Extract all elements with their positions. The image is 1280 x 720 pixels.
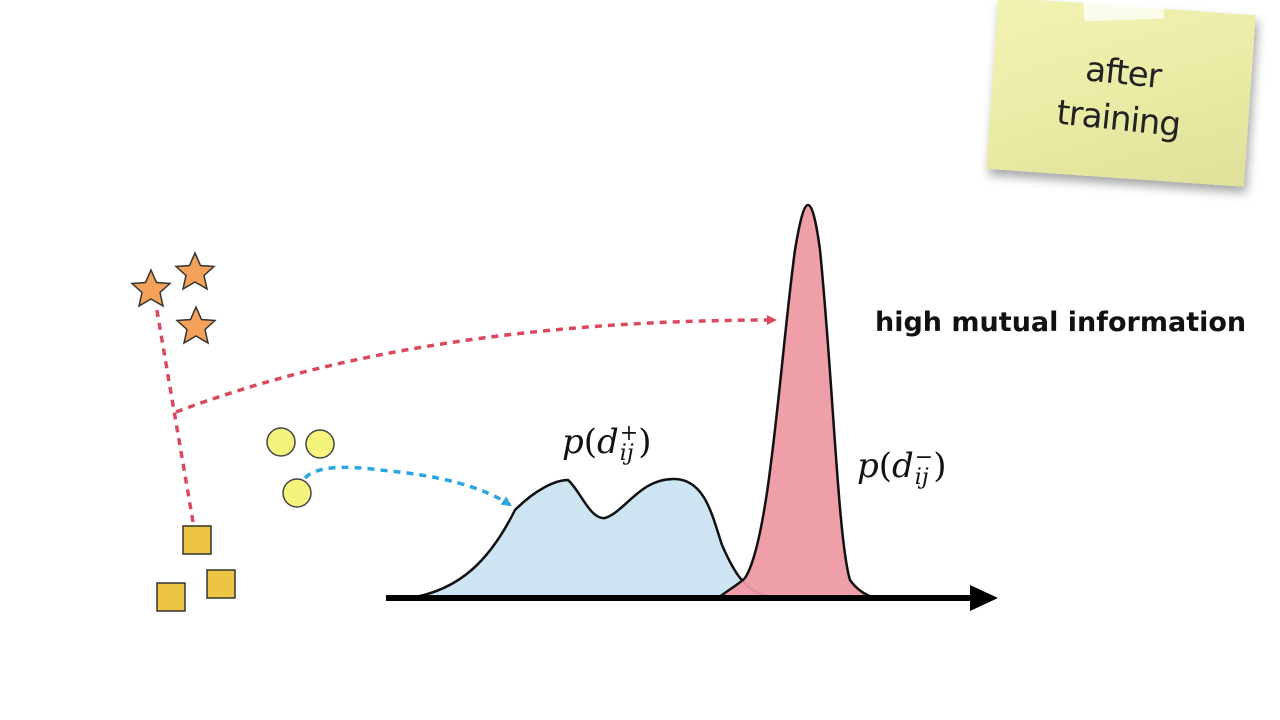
- positive-sub-sup: + ij: [619, 421, 639, 466]
- positive-sup: +: [619, 421, 639, 446]
- star-cluster: [130, 251, 217, 345]
- square-icon: [156, 582, 186, 612]
- negative-sub-sup: − ij: [914, 445, 934, 490]
- negative-var: d: [892, 446, 914, 486]
- positive-close-paren: ): [638, 422, 652, 462]
- star-icon: [130, 268, 172, 308]
- negative-pair-link: [154, 304, 195, 523]
- positive-distribution-curve: [409, 477, 771, 600]
- circle-icon: [266, 427, 296, 457]
- negative-func: p: [857, 446, 879, 486]
- circle-icon: [282, 478, 312, 508]
- square-cluster: [156, 525, 236, 612]
- circle-cluster: [266, 427, 335, 508]
- positive-arrow: [303, 465, 512, 507]
- negative-distribution-label: p(d − ij): [857, 445, 947, 490]
- star-icon: [174, 251, 216, 291]
- positive-open-paren: (: [583, 422, 598, 462]
- negative-sup: −: [914, 445, 934, 470]
- positive-func: p: [562, 422, 584, 462]
- negative-arrow: [175, 315, 777, 414]
- negative-close-paren: ): [933, 446, 947, 486]
- sticky-note-text: after training: [1011, 39, 1229, 152]
- positive-sub: ij: [619, 441, 634, 466]
- circle-icon: [305, 429, 335, 459]
- tape: [1083, 0, 1165, 22]
- positive-var: d: [597, 422, 619, 462]
- sticky-note: after training: [986, 0, 1256, 187]
- headline-label: high mutual information: [875, 307, 1247, 338]
- negative-open-paren: (: [878, 446, 893, 486]
- star-icon: [175, 305, 217, 345]
- positive-distribution-label: p(d + ij): [562, 421, 652, 466]
- square-icon: [206, 569, 236, 599]
- negative-distribution-curve: [714, 203, 876, 600]
- negative-sub: ij: [914, 465, 929, 490]
- distance-axis-arrowhead: [970, 585, 998, 611]
- square-icon: [182, 525, 212, 555]
